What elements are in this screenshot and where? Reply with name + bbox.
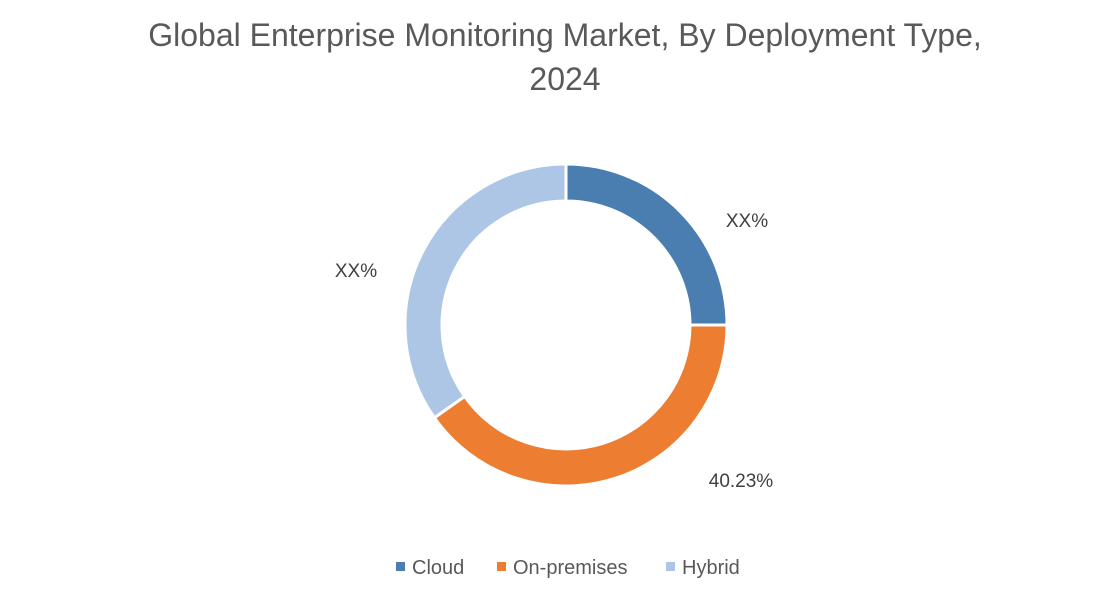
chart-title-line-2: 2024: [529, 61, 600, 97]
data-label-cloud: XX%: [726, 211, 768, 232]
legend-swatch-cloud: [396, 562, 405, 571]
chart-title-line-1: Global Enterprise Monitoring Market, By …: [148, 17, 982, 53]
legend-swatch-hybrid: [666, 562, 675, 571]
donut-slice-hybrid: [403, 162, 568, 420]
legend-label-on-premises: On-premises: [513, 557, 627, 579]
data-label-hybrid: XX%: [335, 261, 377, 282]
donut-slice-on-premises: [432, 323, 729, 488]
legend-swatch-on-premises: [497, 562, 506, 571]
legend-label-cloud: Cloud: [412, 557, 464, 579]
legend-label-hybrid: Hybrid: [682, 557, 740, 579]
data-label-on-premises: 40.23%: [709, 471, 774, 492]
legend: Cloud On-premises Hybrid: [396, 557, 740, 579]
donut-slice-cloud: [564, 162, 729, 327]
